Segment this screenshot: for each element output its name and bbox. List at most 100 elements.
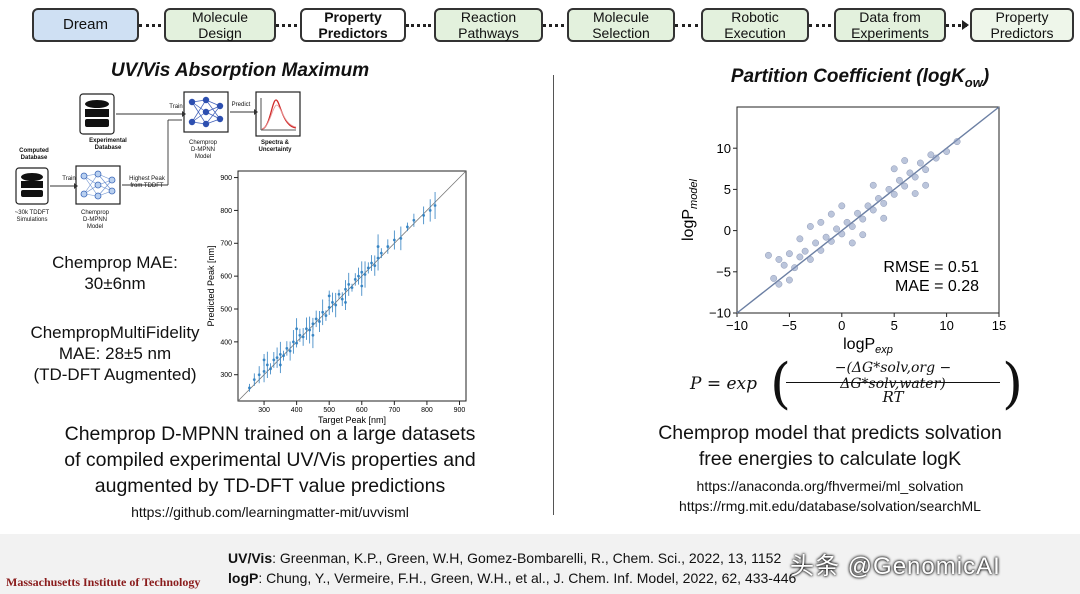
pipeline-step-4[interactable]: Reaction Pathways (434, 8, 543, 42)
data-point (943, 148, 950, 155)
data-point (901, 157, 909, 164)
data-point (869, 206, 877, 214)
data-point (911, 190, 919, 197)
data-point (357, 274, 360, 278)
y-axis-label: Predicted Peak [nm] (206, 245, 216, 326)
data-point (314, 317, 318, 321)
spectra-label: Spectra & Uncertainty (258, 140, 292, 153)
pipeline-step-5[interactable]: Molecule Selection (567, 8, 675, 42)
formula-paren-left: ( (770, 352, 792, 415)
pipeline-step-1[interactable]: Dream (32, 8, 139, 42)
data-point (248, 386, 251, 390)
data-point (285, 347, 289, 350)
reference-logp: logP: Chung, Y., Vermeire, F.H., Green, … (228, 570, 796, 586)
data-point (252, 378, 256, 382)
model1-label: Chemprop D-MPNN Model (80, 210, 109, 230)
pipeline-step-2[interactable]: Molecule Design (164, 8, 276, 42)
pipeline-connector-2 (276, 24, 297, 27)
formula-denominator: RT (882, 388, 904, 406)
x-tick-label: 300 (258, 407, 270, 414)
mit-logo: Massachusetts Institute of Technology (6, 575, 201, 589)
y-tick-label: 300 (220, 372, 232, 379)
data-point (838, 202, 846, 210)
data-point (262, 370, 266, 373)
partition-formula: P = exp ( −(ΔG*solv,org − ΔG*solv,water)… (690, 352, 1030, 415)
pipeline-step-8[interactable]: Property Predictors (970, 8, 1074, 42)
formula-fraction-bar (786, 382, 1000, 383)
data-point (869, 181, 877, 189)
data-point (298, 333, 302, 337)
data-point (875, 195, 882, 202)
computed-database-icon (15, 167, 49, 205)
data-point (833, 225, 840, 233)
data-point (796, 235, 804, 243)
y-tick-label: 800 (220, 208, 232, 215)
data-point (817, 246, 825, 254)
data-point (278, 352, 282, 356)
pipeline-connector-6 (809, 24, 831, 27)
model-network-icon-1 (75, 165, 121, 205)
x-tick-label: 600 (356, 407, 368, 414)
formula-lhs: P = exp (690, 374, 758, 394)
pipeline-step-7[interactable]: Data from Experiments (834, 8, 946, 42)
data-point (288, 349, 292, 353)
data-point (282, 354, 285, 358)
x-tick-label: 0 (838, 318, 845, 333)
rmse-annotation: RMSE = 0.51 (883, 259, 979, 276)
pipeline-step-3[interactable]: Property Predictors (300, 8, 406, 42)
data-point (806, 223, 814, 230)
data-point (932, 154, 940, 162)
data-point (373, 264, 377, 268)
data-point (347, 282, 351, 286)
data-point (363, 273, 367, 276)
data-point (265, 363, 269, 367)
logp-title-end: ) (982, 66, 990, 87)
data-point (848, 223, 856, 230)
data-point (399, 236, 403, 240)
data-point (360, 284, 364, 288)
pipeline-connector-3 (406, 24, 431, 27)
pipeline-connector-1 (139, 24, 161, 27)
x-tick-label: −10 (726, 318, 748, 333)
data-point (916, 159, 924, 167)
y-tick-label: −5 (716, 264, 731, 279)
data-point (340, 297, 344, 301)
data-point (301, 335, 305, 339)
y-tick-label: 600 (220, 274, 232, 281)
logp-url-2[interactable]: https://rmg.mit.edu/database/solvation/s… (679, 498, 981, 514)
x-tick-label: 15 (992, 318, 1006, 333)
data-point (422, 213, 426, 217)
train1-label: Train (62, 176, 76, 182)
data-point (305, 327, 308, 331)
data-point (791, 264, 799, 272)
data-point (864, 202, 872, 210)
data-point (801, 247, 809, 255)
data-point (880, 214, 888, 222)
data-point (953, 138, 961, 146)
computed-db-sub: ~30k TDDFT Simulations (14, 210, 50, 223)
uvvis-workflow-diagram (15, 91, 301, 205)
x-axis-label: Target Peak [nm] (318, 415, 386, 425)
data-point (331, 301, 334, 304)
uvvis-description: Chemprop D-MPNN trained on a large datas… (64, 423, 476, 497)
data-point (765, 251, 772, 259)
data-point (927, 151, 935, 159)
data-point (780, 261, 788, 269)
pipeline-connector-4 (543, 24, 564, 27)
mae-annotation: MAE = 0.28 (895, 278, 979, 295)
data-point (344, 287, 347, 291)
pipeline-connector-7 (946, 24, 967, 27)
logp-url-1[interactable]: https://anaconda.org/fhvermei/ml_solvati… (696, 478, 964, 494)
data-point (775, 280, 783, 288)
exp-db-label: Experimental Database (89, 138, 127, 151)
pipeline-step-6[interactable]: Robotic Execution (701, 8, 809, 42)
ref-uvvis-text: : Greenman, K.P., Green, W.H, Gomez-Bomb… (272, 550, 782, 566)
logp-title: Partition Coefficient (logKow) (680, 66, 1040, 90)
uvvis-url[interactable]: https://github.com/learningmatter-mit/uv… (131, 504, 409, 520)
data-point (859, 215, 867, 223)
ref-logp-tag: logP (228, 570, 259, 586)
formula-numerator: −(ΔG*solv,org − ΔG*solv,water) (834, 360, 952, 392)
data-point (806, 256, 814, 263)
data-point (890, 165, 898, 173)
column-divider (553, 75, 554, 515)
